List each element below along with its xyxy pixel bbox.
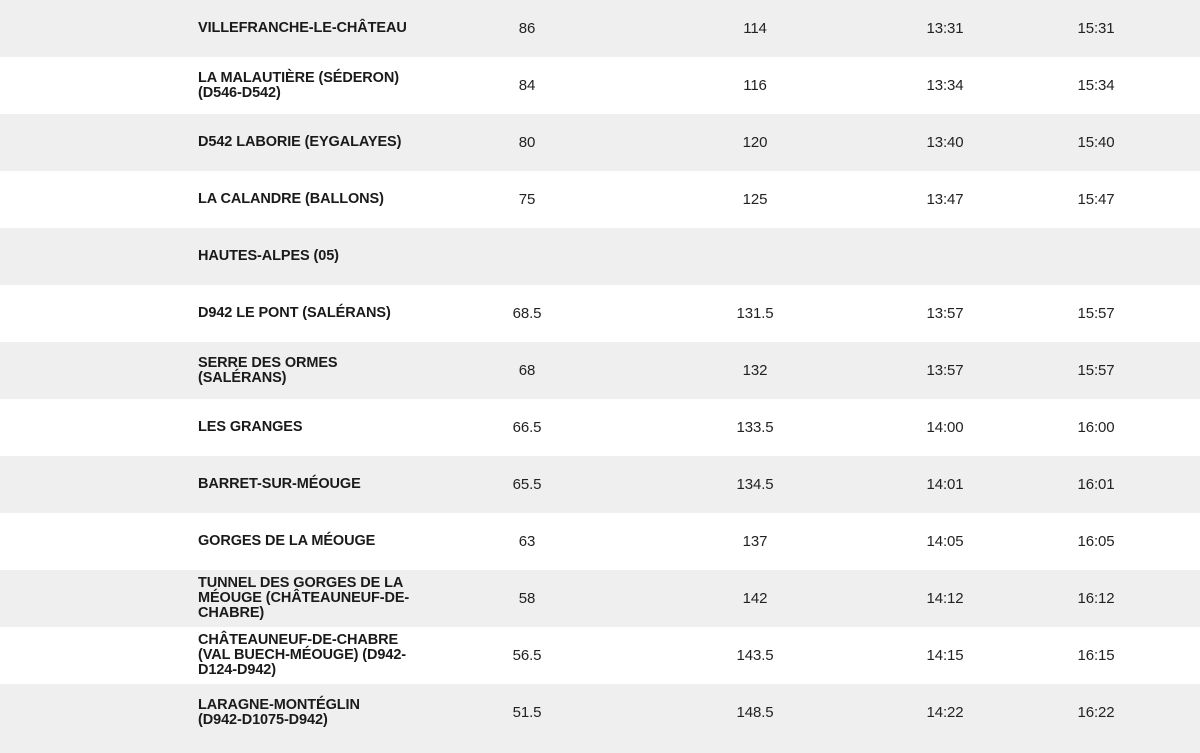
- time-slow: 15:34: [1077, 77, 1115, 94]
- time-fast: 13:57: [926, 362, 964, 379]
- km-remaining: 116: [743, 77, 767, 94]
- km-covered: 86: [518, 20, 536, 37]
- place-name: LA CALANDRE (BALLONS): [198, 191, 384, 207]
- place-name: CHÂTEAUNEUF-DE-CHABRE (VAL BUECH-MÉOUGE)…: [198, 632, 407, 678]
- km-covered: 68: [518, 362, 536, 379]
- time-slow: 15:57: [1077, 362, 1115, 379]
- time-fast: 14:12: [926, 590, 964, 607]
- time-slow: 16:00: [1077, 419, 1115, 436]
- km-covered: 66.5: [512, 419, 542, 436]
- time-fast: 13:57: [926, 305, 964, 322]
- place-name: LA MALAUTIÈRE (SÉDERON) (D546-D542): [198, 69, 399, 101]
- time-fast: 14:15: [926, 647, 964, 664]
- km-remaining: 120: [742, 134, 768, 151]
- department-name: HAUTES-ALPES (05): [198, 248, 339, 264]
- km-remaining: 142: [742, 590, 768, 607]
- time-slow: 15:57: [1077, 305, 1115, 322]
- time-fast: 13:34: [926, 77, 964, 94]
- km-remaining: 134.5: [736, 476, 774, 493]
- km-covered: 65.5: [512, 476, 542, 493]
- table-row: D542 LABORIE (EYGALAYES) 80 120 13:40 15…: [0, 114, 1200, 171]
- time-slow: 15:40: [1077, 134, 1115, 151]
- time-fast: 13:40: [926, 134, 964, 151]
- km-remaining: 148.5: [736, 704, 774, 721]
- time-fast: 13:47: [926, 191, 964, 208]
- time-slow: 15:47: [1077, 191, 1115, 208]
- time-slow: 15:31: [1077, 20, 1115, 37]
- table-row: VILLEFRANCHE-LE-CHÂTEAU 86 114 13:31 15:…: [0, 0, 1200, 57]
- km-covered: 80: [518, 134, 536, 151]
- time-fast: 14:01: [926, 476, 964, 493]
- km-remaining: 114: [743, 20, 767, 37]
- place-name: LARAGNE-MONTÉGLIN (D942-D1075-D942): [198, 696, 360, 728]
- place-name: D942 LE PONT (SALÉRANS): [198, 305, 391, 321]
- time-slow: 16:12: [1077, 590, 1115, 607]
- time-fast: 14:22: [926, 704, 964, 721]
- km-covered: 75: [518, 191, 536, 208]
- km-remaining: 137: [742, 533, 768, 550]
- km-remaining: 133.5: [736, 419, 774, 436]
- km-remaining: 125: [742, 191, 768, 208]
- table-row: CHÂTEAUNEUF-DE-CHABRE (VAL BUECH-MÉOUGE)…: [0, 627, 1200, 684]
- place-name: VILLEFRANCHE-LE-CHÂTEAU: [198, 20, 407, 36]
- km-covered: 68.5: [512, 305, 542, 322]
- time-slow: 16:01: [1077, 476, 1115, 493]
- km-remaining: 143.5: [736, 647, 774, 664]
- table-row: LA MALAUTIÈRE (SÉDERON) (D546-D542) 84 1…: [0, 57, 1200, 114]
- place-name: BARRET-SUR-MÉOUGE: [198, 476, 361, 492]
- table-row: LARAGNE-MONTÉGLIN (D942-D1075-D942) 51.5…: [0, 684, 1200, 753]
- time-fast: 14:05: [926, 533, 964, 550]
- km-remaining: 132: [742, 362, 768, 379]
- km-covered: 51.5: [512, 704, 542, 721]
- km-covered: 58: [518, 590, 536, 607]
- time-fast: 14:00: [926, 419, 964, 436]
- table-row: D942 LE PONT (SALÉRANS) 68.5 131.5 13:57…: [0, 285, 1200, 342]
- km-covered: 56.5: [512, 647, 542, 664]
- place-name: GORGES DE LA MÉOUGE: [198, 533, 376, 549]
- table-row: GORGES DE LA MÉOUGE 63 137 14:05 16:05: [0, 513, 1200, 570]
- place-name: LES GRANGES: [198, 419, 303, 435]
- table-row: LA CALANDRE (BALLONS) 75 125 13:47 15:47: [0, 171, 1200, 228]
- time-fast: 13:31: [926, 20, 964, 37]
- time-slow: 16:05: [1077, 533, 1115, 550]
- department-row: HAUTES-ALPES (05): [0, 228, 1200, 285]
- time-slow: 16:22: [1077, 704, 1115, 721]
- km-covered: 63: [518, 533, 536, 550]
- km-covered: 84: [518, 77, 536, 94]
- table-row: TUNNEL DES GORGES DE LA MÉOUGE (CHÂTEAUN…: [0, 570, 1200, 627]
- table-row: LES GRANGES 66.5 133.5 14:00 16:00: [0, 399, 1200, 456]
- place-name: SERRE DES ORMES (SALÉRANS): [198, 354, 338, 386]
- time-slow: 16:15: [1077, 647, 1115, 664]
- table-row: BARRET-SUR-MÉOUGE 65.5 134.5 14:01 16:01: [0, 456, 1200, 513]
- km-remaining: 131.5: [736, 305, 774, 322]
- place-name: TUNNEL DES GORGES DE LA MÉOUGE (CHÂTEAUN…: [198, 575, 410, 621]
- place-name: D542 LABORIE (EYGALAYES): [198, 134, 402, 150]
- table-row: SERRE DES ORMES (SALÉRANS) 68 132 13:57 …: [0, 342, 1200, 399]
